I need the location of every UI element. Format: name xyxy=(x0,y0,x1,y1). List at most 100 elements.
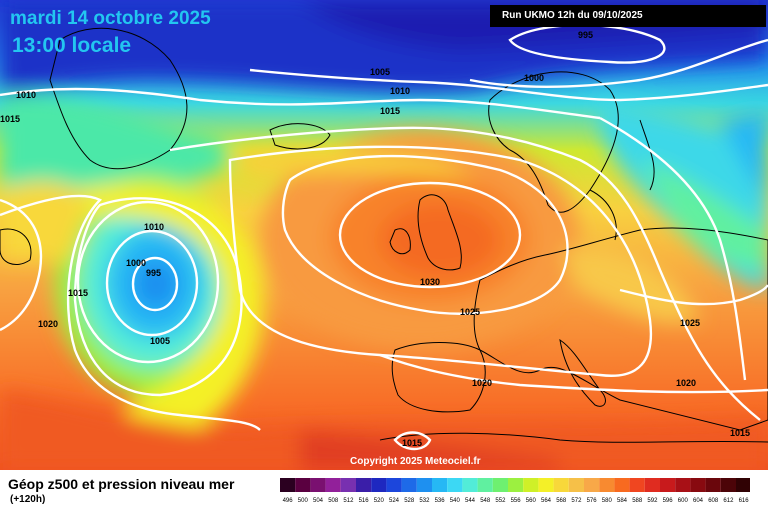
run-info: Run UKMO 12h du 09/10/2025 xyxy=(490,5,766,27)
svg-text:1015: 1015 xyxy=(0,114,20,124)
svg-text:1015: 1015 xyxy=(402,438,422,448)
weather-map: 995 1000 1005 1010 1010 1015 1015 1010 1… xyxy=(0,0,768,470)
scale-swatch xyxy=(629,478,645,492)
scale-tick-label: 592 xyxy=(647,498,658,504)
label-1020-west: 1020 xyxy=(38,319,58,329)
svg-text:1020: 1020 xyxy=(472,378,492,388)
scale-tick-label: 612 xyxy=(723,498,734,504)
scale-tick-label: 500 xyxy=(298,498,309,504)
scale-swatch xyxy=(720,478,736,492)
label-1025-high: 1025 xyxy=(460,307,480,317)
svg-text:1010: 1010 xyxy=(390,86,410,96)
scale-swatch xyxy=(401,478,417,492)
scale-swatch xyxy=(553,478,569,492)
copyright-text: Copyright 2025 Meteociel.fr xyxy=(350,456,481,467)
scale-tick-label: 604 xyxy=(693,498,704,504)
scale-swatch xyxy=(492,478,508,492)
scale-tick-label: 496 xyxy=(283,498,294,504)
scale-swatch xyxy=(356,478,372,492)
scale-tick-label: 524 xyxy=(389,498,400,504)
svg-text:1025: 1025 xyxy=(460,307,480,317)
forecast-time: 13:00 locale xyxy=(12,34,132,57)
scale-swatch xyxy=(508,478,524,492)
svg-text:1005: 1005 xyxy=(370,67,390,77)
scale-tick-label: 532 xyxy=(419,498,430,504)
label-1015-south-b: 1015 xyxy=(730,428,750,438)
forecast-date: mardi 14 octobre 2025 xyxy=(10,8,211,29)
isobar-1000-low xyxy=(105,229,199,337)
isobar-1020-south xyxy=(379,353,768,394)
isobar-1010-low xyxy=(73,197,243,397)
svg-text:1030: 1030 xyxy=(420,277,440,287)
scale-swatch xyxy=(568,478,584,492)
scale-tick-label: 556 xyxy=(511,498,522,504)
scale-tick-label: 568 xyxy=(556,498,567,504)
legend-subtitle: (+120h) xyxy=(10,494,46,505)
isobar-1025-high xyxy=(281,154,569,315)
scale-swatch xyxy=(523,478,539,492)
scale-tick-label: 548 xyxy=(480,498,491,504)
label-1015-north-a: 1015 xyxy=(0,114,20,124)
scale-swatch xyxy=(310,478,326,492)
isobar-1015-north xyxy=(169,126,761,421)
scale-swatch xyxy=(599,478,615,492)
isobar-1030-high xyxy=(338,181,522,289)
geopotential-bands xyxy=(0,0,768,470)
scale-swatch xyxy=(705,478,721,492)
isobar-1020-east xyxy=(228,145,653,377)
scale-swatch xyxy=(644,478,660,492)
scale-swatch xyxy=(432,478,448,492)
scale-tick-label: 512 xyxy=(343,498,354,504)
label-1015-north-b: 1015 xyxy=(380,106,400,116)
scale-tick-label: 516 xyxy=(359,498,370,504)
scale-tick-label: 560 xyxy=(526,498,537,504)
scale-tick-label: 552 xyxy=(495,498,506,504)
svg-text:1010: 1010 xyxy=(16,90,36,100)
scale-swatch xyxy=(371,478,387,492)
label-1020-south-b: 1020 xyxy=(676,378,696,388)
isobar-1010-north xyxy=(0,87,601,120)
label-1010-north-b: 1010 xyxy=(390,86,410,96)
label-1005-north: 1005 xyxy=(370,67,390,77)
scale-tick-label: 508 xyxy=(328,498,339,504)
scale-tick-label: 588 xyxy=(632,498,643,504)
legend-title: Géop z500 et pression niveau mer xyxy=(8,476,235,492)
isobar-995-low xyxy=(131,256,179,312)
scale-tick-label: 536 xyxy=(435,498,446,504)
svg-text:1015: 1015 xyxy=(380,106,400,116)
isobar-1025-east xyxy=(619,284,768,306)
label-1005-low: 1005 xyxy=(150,336,170,346)
scale-tick-label: 608 xyxy=(708,498,719,504)
scale-swatch xyxy=(416,478,432,492)
legend-footer: Géop z500 et pression niveau mer (+120h)… xyxy=(0,470,768,512)
scale-tick-label: 520 xyxy=(374,498,385,504)
label-995-low: 995 xyxy=(146,268,161,278)
scale-tick-label: 528 xyxy=(404,498,415,504)
scale-swatch xyxy=(675,478,691,492)
label-1000-low: 1000 xyxy=(126,258,146,268)
scale-tick-label: 580 xyxy=(602,498,613,504)
svg-text:1020: 1020 xyxy=(38,319,58,329)
scale-swatch xyxy=(538,478,554,492)
svg-text:1020: 1020 xyxy=(676,378,696,388)
svg-text:1000: 1000 xyxy=(126,258,146,268)
svg-text:995: 995 xyxy=(578,30,593,40)
map-canvas: 995 1000 1005 1010 1010 1015 1015 1010 1… xyxy=(0,0,768,470)
scale-swatch xyxy=(736,478,750,492)
svg-text:1015: 1015 xyxy=(68,288,88,298)
isobar-1020-west xyxy=(0,198,43,332)
scale-swatch xyxy=(447,478,463,492)
scale-tick-label: 596 xyxy=(663,498,674,504)
label-1030-high: 1030 xyxy=(420,277,440,287)
svg-text:1010: 1010 xyxy=(144,222,164,232)
scale-tick-label: 576 xyxy=(587,498,598,504)
isobar-1015-west xyxy=(0,194,261,431)
isobar-1015-south xyxy=(393,431,432,451)
scale-tick-label: 564 xyxy=(541,498,552,504)
scale-tick-label: 504 xyxy=(313,498,324,504)
scale-swatch xyxy=(690,478,706,492)
scale-swatch xyxy=(295,478,311,492)
scale-swatch xyxy=(386,478,402,492)
scale-swatch xyxy=(340,478,356,492)
label-1010-low: 1010 xyxy=(144,222,164,232)
